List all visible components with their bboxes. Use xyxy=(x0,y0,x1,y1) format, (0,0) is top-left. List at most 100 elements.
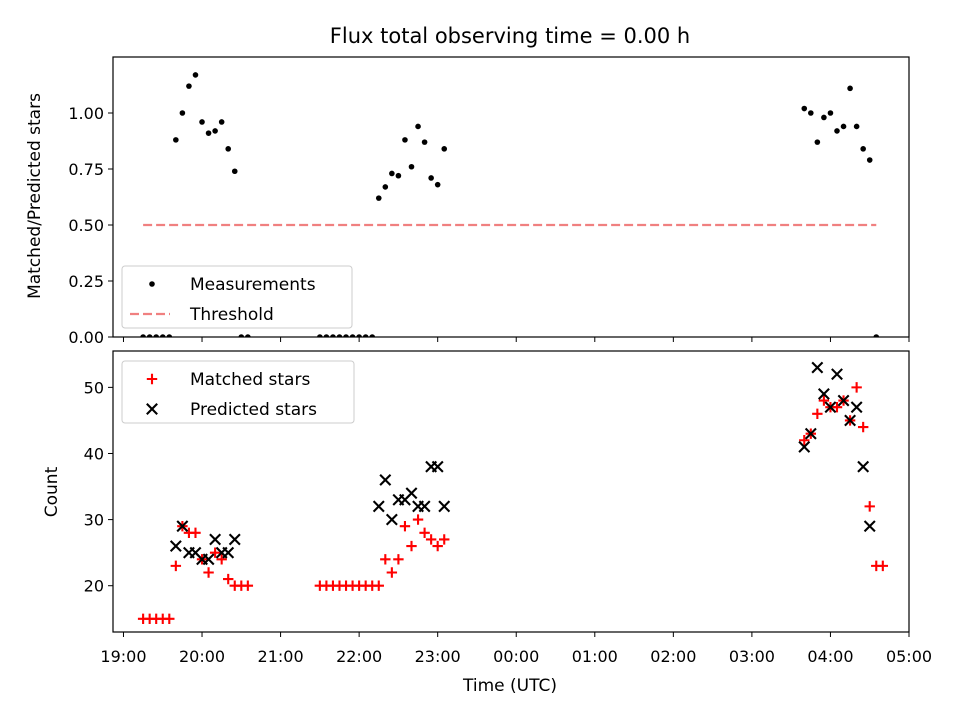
matched-stars-point xyxy=(170,560,182,572)
predicted-stars-point xyxy=(372,500,385,513)
matched-stars-point xyxy=(419,527,430,539)
measurements-point xyxy=(382,184,389,190)
matched-stars-point xyxy=(380,554,391,565)
measurements-point xyxy=(434,181,441,188)
matched-stars-point xyxy=(209,547,221,558)
matched-stars-point xyxy=(818,395,830,406)
measurements-point xyxy=(146,334,153,337)
x-tick-label: 23:00 xyxy=(415,647,461,666)
matched-stars-point xyxy=(799,435,810,446)
matched-stars-point xyxy=(812,408,823,420)
measurements-point xyxy=(402,137,408,143)
measurements-point xyxy=(225,146,232,152)
legend: Matched stars Predicted stars xyxy=(121,360,355,424)
predicted-stars-point xyxy=(798,440,811,453)
y-tick-label: 1.00 xyxy=(68,104,104,123)
predicted-stars-point xyxy=(811,361,824,374)
predicted-stars-legend-label: Predicted stars xyxy=(190,400,317,420)
measurements-point xyxy=(317,334,323,337)
measurements-point xyxy=(866,157,873,163)
predicted-stars-point xyxy=(228,533,241,546)
measurements-point xyxy=(153,334,160,337)
measurements-legend-label: Measurements xyxy=(190,275,316,295)
measurements-point xyxy=(212,128,218,134)
predicted-stars-point xyxy=(431,460,444,473)
matched-stars-point xyxy=(412,514,424,525)
predicted-stars-point xyxy=(169,540,182,552)
measurements-point xyxy=(238,334,245,337)
predicted-stars-point xyxy=(176,520,189,533)
predicted-stars-point xyxy=(824,401,837,414)
measurements-point xyxy=(173,137,179,143)
predicted-stars-point xyxy=(379,473,392,486)
matched-stars-legend-marker xyxy=(146,373,158,385)
x-tick-label: 03:00 xyxy=(729,647,775,666)
measurements-point xyxy=(840,123,847,130)
measurements-point xyxy=(192,72,199,78)
measurements-point xyxy=(834,128,840,134)
measurements-point xyxy=(853,123,860,130)
measurements-point xyxy=(873,334,880,337)
predicted-stars-point xyxy=(850,401,863,414)
measurements-point xyxy=(814,139,821,145)
measurements-point xyxy=(389,170,395,177)
top-panel: 0.00 0.25 0.50 0.75 1.00 Measurements Threshol… xyxy=(68,56,910,347)
measurements-point xyxy=(860,146,866,152)
matched-stars-point xyxy=(216,554,227,565)
chart-title: Flux total observing time = 0.00 h xyxy=(330,24,690,48)
matched-stars-point xyxy=(877,560,889,572)
measurements-point xyxy=(375,195,382,201)
x-tick-label: 00:00 xyxy=(493,647,539,666)
bottom-ylabel: Count xyxy=(42,466,62,517)
x-tick-label: 22:00 xyxy=(336,647,382,666)
measurements-point xyxy=(847,85,853,92)
matched-stars-point xyxy=(857,421,869,433)
y-tick-label: 40 xyxy=(84,444,104,463)
measurements-point xyxy=(349,334,356,337)
predicted-stars-legend-marker xyxy=(146,403,158,415)
measurements-point xyxy=(330,334,336,337)
matched-stars-point xyxy=(851,382,862,393)
measurements-point xyxy=(205,130,212,136)
predicted-stars-point xyxy=(863,520,876,533)
top-ylabel: Matched/Predicted stars xyxy=(25,93,45,299)
bottom-panel: 19:00 20:00 21:00 22:00 23:00 00:00 01:00 02:00… xyxy=(84,350,932,666)
measurements-point xyxy=(395,172,402,179)
predicted-stars-point xyxy=(844,414,857,427)
matched-stars-point xyxy=(164,613,175,624)
matched-stars-point xyxy=(406,540,417,552)
y-tick-label: 50 xyxy=(84,378,104,397)
measurements-point xyxy=(245,334,251,337)
matched-stars-point xyxy=(864,501,875,512)
measurements-point xyxy=(408,163,415,170)
plot-data xyxy=(137,361,889,624)
x-tick-label: 20:00 xyxy=(179,647,225,666)
measurements-point xyxy=(218,119,225,125)
matched-stars-legend-label: Matched stars xyxy=(190,370,310,390)
measurements-point xyxy=(231,168,238,175)
predicted-stars-point xyxy=(418,500,431,513)
matched-stars-point xyxy=(190,527,201,539)
x-tick-label: 05:00 xyxy=(886,647,932,666)
matched-stars-point xyxy=(432,540,443,552)
matched-stars-point xyxy=(223,573,234,585)
predicted-stars-point xyxy=(202,553,215,566)
predicted-stars-point xyxy=(817,388,830,400)
plot-data xyxy=(140,72,880,337)
predicted-stars-point xyxy=(385,513,398,526)
predicted-stars-point xyxy=(405,487,418,500)
measurements-point xyxy=(801,105,808,112)
measurements-point xyxy=(356,334,362,337)
measurements-point xyxy=(336,334,343,337)
y-tick-label: 0.50 xyxy=(68,216,104,235)
measurements-point xyxy=(179,110,186,116)
measurements-point xyxy=(821,114,827,121)
x-tick-label: 01:00 xyxy=(572,647,618,666)
measurements-point xyxy=(362,334,369,337)
matched-stars-point xyxy=(242,580,254,591)
y-tick-label: 30 xyxy=(84,511,104,530)
measurements-point xyxy=(140,334,146,337)
matched-stars-point xyxy=(203,567,214,578)
measurements-point xyxy=(808,110,814,116)
measurements-point xyxy=(323,334,330,337)
